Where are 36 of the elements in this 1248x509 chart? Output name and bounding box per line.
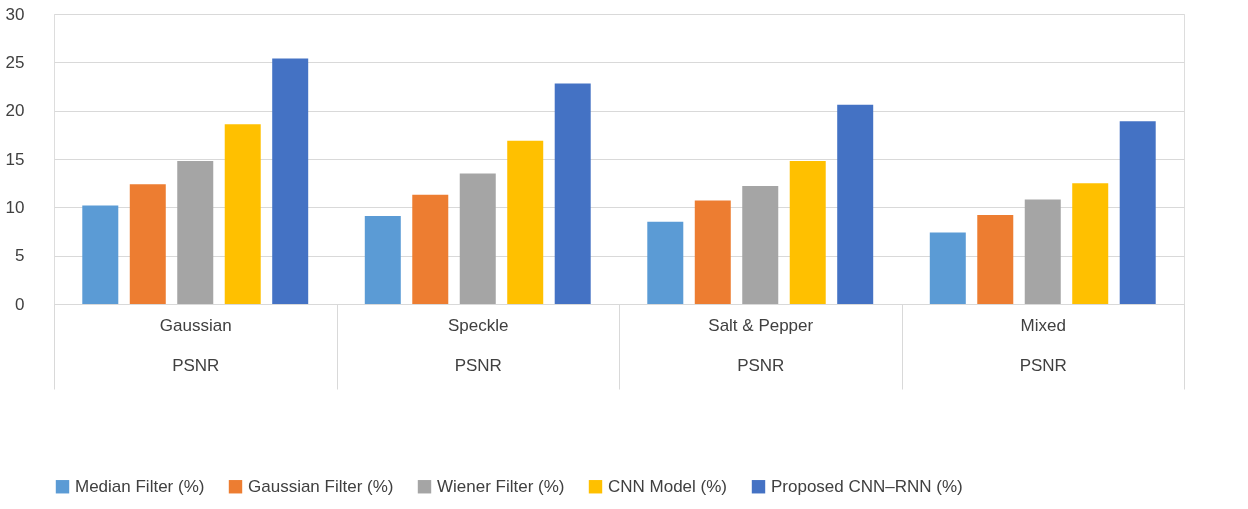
bar	[507, 140, 544, 304]
y-tick-label: 25	[5, 52, 25, 72]
category-label: Salt & Pepper PSNR	[708, 315, 814, 375]
category-label: Speckle PSNR	[448, 315, 509, 375]
bar	[929, 232, 966, 304]
bar	[789, 160, 826, 304]
y-tick-label: 30	[5, 4, 25, 24]
bar	[82, 205, 119, 304]
bar	[129, 184, 166, 304]
legend-label: Proposed CNN–RNN (%)	[771, 476, 963, 496]
y-tick-label: 10	[5, 197, 25, 217]
bar	[977, 215, 1014, 304]
bar	[459, 173, 496, 304]
bar	[1072, 183, 1109, 304]
legend-label: Wiener Filter (%)	[437, 476, 565, 496]
y-tick-label: 15	[5, 149, 25, 169]
bar	[364, 216, 401, 304]
bar	[412, 194, 449, 304]
bar	[224, 124, 261, 304]
bar	[1119, 121, 1156, 304]
category-label: Gaussian PSNR	[159, 315, 232, 375]
bar	[177, 160, 214, 304]
bar	[837, 104, 874, 304]
category-label: Mixed PSNR	[1019, 315, 1067, 375]
bar	[554, 83, 591, 304]
legend-label: Gaussian Filter (%)	[248, 476, 394, 496]
y-tick-label: 20	[5, 101, 25, 121]
bar	[272, 58, 309, 304]
bar	[647, 221, 684, 304]
bar	[742, 186, 779, 304]
bar	[1024, 199, 1061, 304]
legend-label: Median Filter (%)	[75, 476, 205, 496]
y-tick-label: 0	[15, 294, 25, 314]
y-tick-label: 5	[15, 246, 25, 266]
bar	[694, 200, 731, 304]
legend-label: CNN Model (%)	[608, 476, 728, 496]
